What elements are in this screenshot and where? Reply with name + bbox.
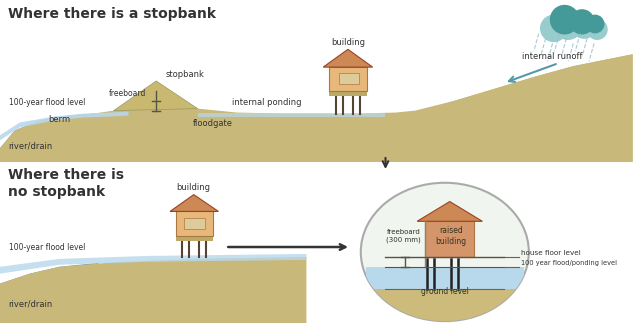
- Text: 100-year flood level: 100-year flood level: [9, 98, 85, 107]
- Circle shape: [553, 9, 583, 39]
- Text: ground level: ground level: [421, 287, 468, 296]
- Text: floodgate: floodgate: [193, 119, 232, 128]
- Text: 100 year flood/ponding level: 100 year flood/ponding level: [521, 260, 617, 266]
- Circle shape: [588, 20, 607, 39]
- Polygon shape: [184, 218, 205, 229]
- Polygon shape: [0, 257, 307, 323]
- Polygon shape: [417, 202, 483, 221]
- Circle shape: [550, 6, 579, 34]
- Circle shape: [570, 10, 594, 34]
- Text: Where there is
no stopbank: Where there is no stopbank: [8, 168, 124, 199]
- Text: river/drain: river/drain: [8, 141, 52, 150]
- Polygon shape: [339, 73, 359, 84]
- Circle shape: [572, 14, 596, 38]
- Text: freeboard
(300 mm): freeboard (300 mm): [386, 229, 420, 243]
- Polygon shape: [365, 267, 524, 289]
- Polygon shape: [0, 263, 99, 323]
- Polygon shape: [415, 54, 632, 162]
- Text: Where there is a stopbank: Where there is a stopbank: [8, 7, 216, 21]
- Polygon shape: [329, 67, 367, 91]
- Text: freeboard: freeboard: [109, 89, 147, 98]
- Circle shape: [541, 15, 567, 41]
- Text: 100-year flood level: 100-year flood level: [9, 243, 85, 252]
- Text: building: building: [177, 183, 211, 192]
- Polygon shape: [0, 113, 94, 162]
- Polygon shape: [176, 236, 212, 241]
- Text: building: building: [331, 38, 365, 47]
- Polygon shape: [0, 254, 307, 274]
- Text: river/drain: river/drain: [8, 299, 52, 308]
- Polygon shape: [198, 112, 385, 117]
- Text: berm: berm: [48, 115, 70, 124]
- Polygon shape: [0, 111, 129, 140]
- Text: house floor level: house floor level: [521, 250, 580, 256]
- Polygon shape: [365, 289, 524, 323]
- Ellipse shape: [361, 183, 529, 321]
- Circle shape: [586, 15, 604, 33]
- Polygon shape: [0, 54, 632, 162]
- Text: stopbank: stopbank: [166, 70, 205, 79]
- Text: internal ponding: internal ponding: [232, 98, 301, 107]
- Polygon shape: [329, 91, 367, 96]
- Polygon shape: [170, 195, 218, 212]
- Text: raised
building: raised building: [435, 226, 467, 246]
- Text: internal runoff: internal runoff: [522, 52, 582, 61]
- Polygon shape: [176, 212, 212, 236]
- Polygon shape: [323, 49, 372, 67]
- Polygon shape: [425, 221, 474, 257]
- Polygon shape: [114, 81, 198, 110]
